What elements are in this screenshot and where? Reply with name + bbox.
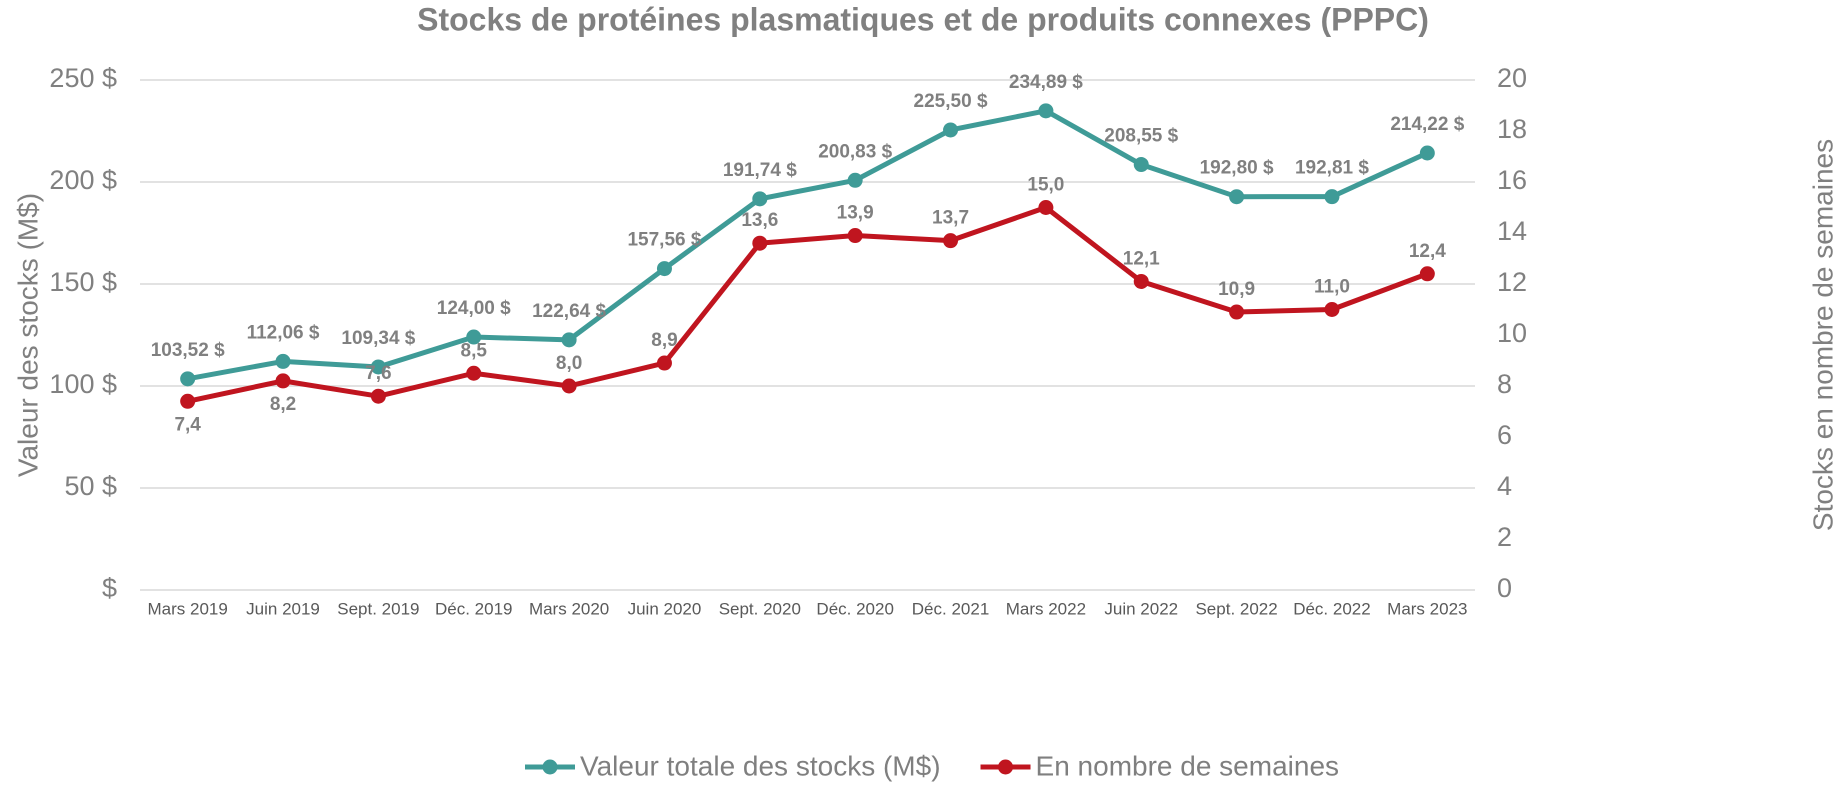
y2-axis-label: Stocks en nombre de semaines	[1807, 139, 1838, 531]
x-tick-label: Déc. 2020	[816, 599, 894, 618]
data-label: 11,0	[1314, 277, 1350, 298]
x-tick-label: Sept. 2019	[337, 599, 419, 618]
data-label: 192,81 $	[1295, 158, 1369, 179]
point	[847, 228, 863, 244]
x-tick-label: Sept. 2020	[719, 599, 801, 618]
data-label: 225,50 $	[914, 91, 988, 112]
data-label: 8,2	[270, 394, 296, 415]
x-tick-label: Déc. 2022	[1293, 599, 1371, 618]
legend-marker	[998, 759, 1014, 775]
chart-title: Stocks de protéines plasmatiques et de p…	[417, 1, 1429, 37]
y-tick-label: 50 $	[64, 471, 117, 501]
point	[1229, 189, 1245, 205]
point	[370, 388, 386, 404]
y-tick-label: 250 $	[49, 63, 117, 93]
point	[561, 378, 577, 394]
point	[275, 373, 291, 389]
point	[1324, 189, 1340, 205]
point	[275, 353, 291, 369]
x-tick-label: Déc. 2019	[435, 599, 513, 618]
data-label: 7,4	[174, 414, 201, 435]
data-label: 157,56 $	[627, 230, 701, 251]
y2-tick-label: 10	[1497, 318, 1527, 348]
data-label: 122,64 $	[532, 301, 606, 322]
point	[847, 172, 863, 188]
legend-label: En nombre de semaines	[1036, 750, 1340, 781]
y-tick-label: 100 $	[49, 369, 117, 399]
x-tick-label: Juin 2019	[246, 599, 320, 618]
data-label: 12,1	[1123, 248, 1160, 269]
data-label: 214,22 $	[1390, 114, 1464, 135]
x-tick-label: Mars 2020	[529, 599, 609, 618]
point	[1038, 103, 1054, 119]
data-label: 8,5	[461, 340, 488, 361]
point	[752, 235, 768, 251]
point	[180, 371, 196, 387]
data-label: 13,9	[837, 203, 874, 224]
y2-tick-label: 12	[1497, 267, 1527, 297]
y-tick-label: 200 $	[49, 165, 117, 195]
data-label: 200,83 $	[818, 141, 892, 162]
data-label: 191,74 $	[723, 160, 797, 181]
x-tick-label: Mars 2019	[148, 599, 228, 618]
point	[656, 261, 672, 277]
x-tick-label: Sept. 2022	[1195, 599, 1277, 618]
y2-tick-label: 4	[1497, 471, 1512, 501]
y2-tick-label: 14	[1497, 216, 1527, 246]
y2-tick-label: 0	[1497, 573, 1512, 603]
point	[1133, 273, 1149, 289]
point	[466, 365, 482, 381]
point	[752, 191, 768, 207]
x-tick-label: Déc. 2021	[912, 599, 990, 618]
data-label: 234,89 $	[1009, 72, 1083, 93]
series-line	[187, 108, 1429, 382]
point	[943, 233, 959, 249]
point	[1324, 302, 1340, 317]
point	[1419, 145, 1435, 161]
y-tick-label: $	[102, 573, 117, 603]
point	[1133, 157, 1149, 173]
data-label: 10,9	[1218, 279, 1255, 300]
y2-tick-label: 20	[1497, 63, 1527, 93]
x-tick-label: Mars 2022	[1006, 599, 1086, 618]
point	[943, 122, 959, 138]
point	[1419, 266, 1435, 282]
y-tick-label: 150 $	[49, 267, 117, 297]
series-line	[187, 205, 1429, 404]
data-label: 15,0	[1027, 175, 1064, 196]
y2-tick-label: 2	[1497, 522, 1512, 552]
x-tick-label: Mars 2023	[1387, 599, 1467, 618]
point	[1038, 200, 1054, 215]
point	[656, 355, 672, 371]
data-label: 192,80 $	[1200, 158, 1274, 179]
x-tick-label: Juin 2022	[1104, 599, 1178, 618]
legend-marker	[542, 759, 558, 775]
point	[180, 393, 196, 409]
data-label: 8,0	[556, 353, 582, 374]
y2-tick-label: 8	[1497, 369, 1512, 399]
point	[466, 329, 482, 345]
data-label: 103,52 $	[151, 340, 225, 361]
data-label: 208,55 $	[1104, 126, 1178, 147]
point	[1229, 304, 1245, 320]
point	[370, 359, 386, 375]
y2-tick-label: 18	[1497, 114, 1527, 144]
data-label: 7,6	[365, 363, 391, 384]
y2-tick-label: 16	[1497, 165, 1527, 195]
data-label: 109,34 $	[341, 328, 415, 349]
data-label: 112,06 $	[247, 322, 320, 343]
data-label: 124,00 $	[437, 298, 511, 319]
data-label: 12,4	[1409, 241, 1446, 262]
y-axis-label: Valeur des stocks (M$)	[12, 193, 43, 477]
y2-tick-label: 6	[1497, 420, 1512, 450]
legend-label: Valeur totale des stocks (M$)	[580, 750, 941, 781]
data-label: 13,6	[741, 210, 778, 231]
x-tick-label: Juin 2020	[628, 599, 702, 618]
data-label: 8,9	[651, 330, 677, 351]
data-label: 13,7	[932, 208, 969, 229]
point	[561, 332, 577, 348]
